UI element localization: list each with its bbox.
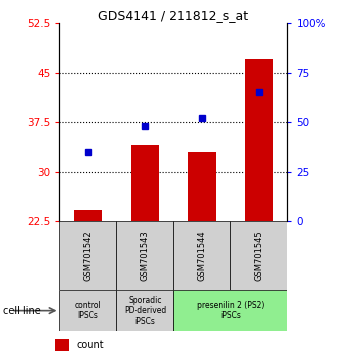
Bar: [173, 290, 287, 331]
Bar: [116, 290, 173, 331]
Bar: [231, 221, 287, 290]
Text: Sporadic
PD-derived
iPSCs: Sporadic PD-derived iPSCs: [124, 296, 166, 326]
Text: GSM701543: GSM701543: [140, 230, 149, 281]
Bar: [59, 221, 116, 290]
Bar: [55, 339, 69, 351]
Text: cell line: cell line: [3, 306, 41, 316]
Text: GSM701544: GSM701544: [198, 230, 206, 281]
Text: GSM701542: GSM701542: [84, 230, 92, 281]
Bar: [59, 290, 116, 331]
Title: GDS4141 / 211812_s_at: GDS4141 / 211812_s_at: [98, 9, 249, 22]
Text: control
IPSCs: control IPSCs: [74, 301, 101, 320]
Text: presenilin 2 (PS2)
iPSCs: presenilin 2 (PS2) iPSCs: [197, 301, 264, 320]
Bar: [131, 145, 159, 221]
Bar: [173, 221, 231, 290]
Bar: [244, 59, 273, 221]
Bar: [74, 210, 102, 221]
Bar: [188, 152, 216, 221]
Text: count: count: [76, 340, 104, 350]
Text: GSM701545: GSM701545: [254, 230, 263, 281]
Bar: [116, 221, 173, 290]
